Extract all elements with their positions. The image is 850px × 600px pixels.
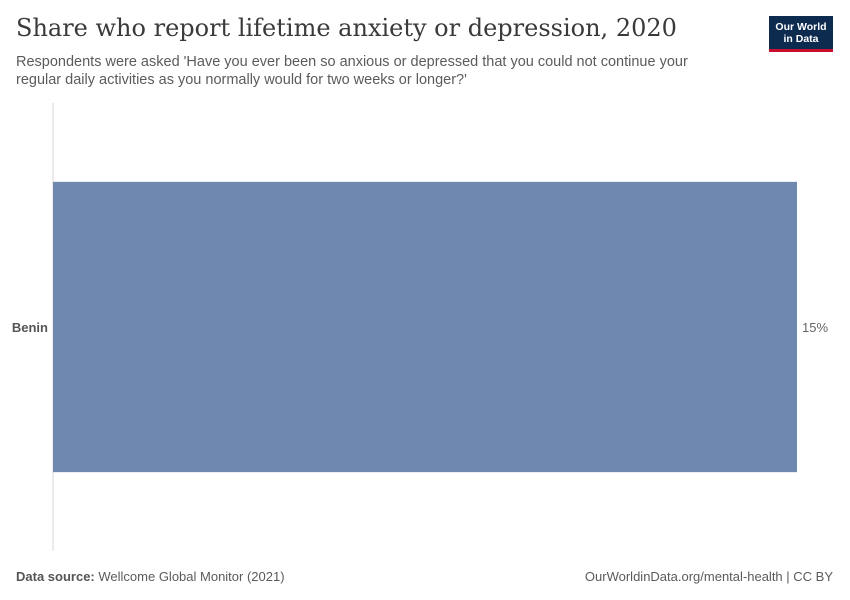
logo-line-1: Our World bbox=[775, 21, 827, 33]
value-label: 15% bbox=[802, 320, 828, 335]
data-source: Data source: Wellcome Global Monitor (20… bbox=[16, 569, 285, 584]
owid-logo[interactable]: Our World in Data bbox=[769, 16, 833, 52]
data-source-label: Data source: bbox=[16, 569, 95, 584]
bar-benin[interactable] bbox=[53, 181, 797, 473]
chart-subtitle: Respondents were asked 'Have you ever be… bbox=[16, 54, 688, 88]
bar-chart: Benin 15% bbox=[12, 103, 828, 551]
data-source-link[interactable]: Wellcome Global Monitor (2021) bbox=[98, 569, 285, 584]
logo-line-2: in Data bbox=[783, 33, 819, 45]
category-label: Benin bbox=[12, 320, 48, 335]
chart-title: Share who report lifetime anxiety or dep… bbox=[16, 14, 677, 42]
credit-link[interactable]: OurWorldinData.org/mental-health | CC BY bbox=[584, 569, 833, 584]
